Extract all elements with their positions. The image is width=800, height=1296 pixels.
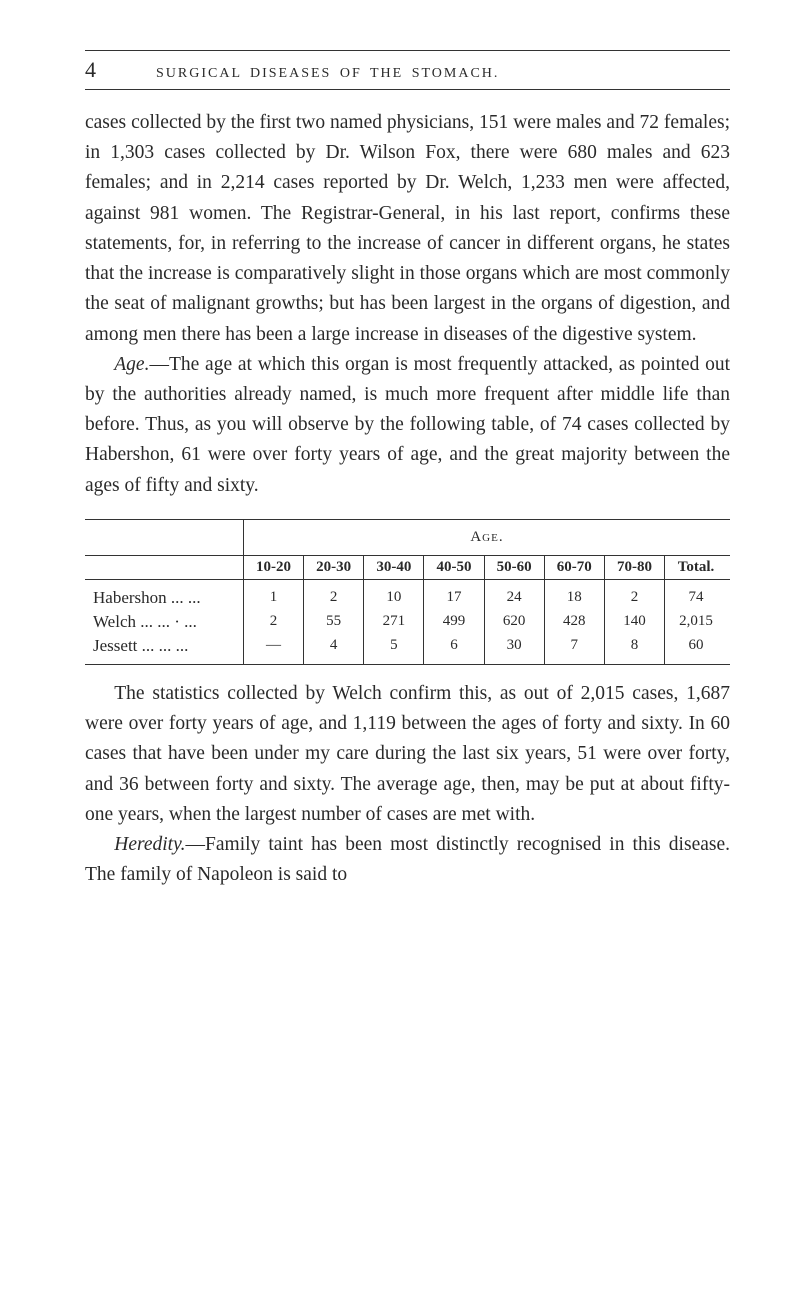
paragraph-3: The statistics collected by Welch confir…	[85, 679, 730, 830]
age-table-container: Age. 10-20 20-30 30-40 40-50 50-60 60-70…	[85, 519, 730, 665]
cell: 6	[424, 634, 484, 658]
cell: 428	[544, 610, 604, 634]
table-row: Welch ... ... · ... 2 55 271 499 620 428…	[85, 610, 730, 634]
cell: 24	[484, 586, 544, 610]
page-number: 4	[85, 57, 96, 83]
col-header: 60-70	[544, 555, 604, 579]
age-heading: Age.	[114, 354, 149, 375]
row-label: Habershon ... ...	[85, 586, 243, 610]
header-row: 4 SURGICAL DISEASES OF THE STOMACH.	[85, 57, 730, 83]
col-header: Total.	[665, 555, 730, 579]
cell: 499	[424, 610, 484, 634]
cell: 74	[665, 586, 730, 610]
cell: 620	[484, 610, 544, 634]
paragraph-1: cases collected by the first two named p…	[85, 108, 730, 350]
age-table: Age. 10-20 20-30 30-40 40-50 50-60 60-70…	[85, 519, 730, 665]
paragraph-2-text: —The age at which this organ is most fre…	[85, 354, 730, 496]
col-header: 30-40	[364, 555, 424, 579]
cell: 140	[604, 610, 664, 634]
cell: 30	[484, 634, 544, 658]
table-header-row: 10-20 20-30 30-40 40-50 50-60 60-70 70-8…	[85, 555, 730, 579]
heredity-heading: Heredity.	[114, 834, 185, 855]
table-row	[85, 658, 730, 665]
age-header-label: Age.	[243, 526, 730, 549]
table-row: Jessett ... ... ... — 4 5 6 30 7 8 60	[85, 634, 730, 658]
cell: 8	[604, 634, 664, 658]
row-label: Welch ... ... · ...	[85, 610, 243, 634]
page-container: 4 SURGICAL DISEASES OF THE STOMACH. case…	[0, 0, 800, 930]
cell: 2,015	[665, 610, 730, 634]
paragraph-4: Heredity.—Family taint has been most dis…	[85, 830, 730, 890]
cell: 60	[665, 634, 730, 658]
paragraph-2: Age.—The age at which this organ is most…	[85, 350, 730, 501]
cell: 10	[364, 586, 424, 610]
running-title: SURGICAL DISEASES OF THE STOMACH.	[156, 66, 499, 82]
col-header: 20-30	[304, 555, 364, 579]
cell: 5	[364, 634, 424, 658]
cell: 18	[544, 586, 604, 610]
cell: 1	[243, 586, 303, 610]
cell: 2	[304, 586, 364, 610]
header-rule-top	[85, 50, 730, 51]
cell: 2	[604, 586, 664, 610]
cell: 4	[304, 634, 364, 658]
cell: 17	[424, 586, 484, 610]
cell: 271	[364, 610, 424, 634]
body-text-lower: The statistics collected by Welch confir…	[85, 679, 730, 891]
cell: 2	[243, 610, 303, 634]
col-header: 40-50	[424, 555, 484, 579]
col-header: 10-20	[243, 555, 303, 579]
header-rule-bottom	[85, 89, 730, 90]
body-text: cases collected by the first two named p…	[85, 108, 730, 501]
row-label: Jessett ... ... ...	[85, 634, 243, 658]
cell: 7	[544, 634, 604, 658]
cell: —	[243, 634, 303, 658]
table-row: Age.	[85, 526, 730, 549]
col-header: 50-60	[484, 555, 544, 579]
table-row: Habershon ... ... 1 2 10 17 24 18 2 74	[85, 586, 730, 610]
col-header: 70-80	[604, 555, 664, 579]
cell: 55	[304, 610, 364, 634]
